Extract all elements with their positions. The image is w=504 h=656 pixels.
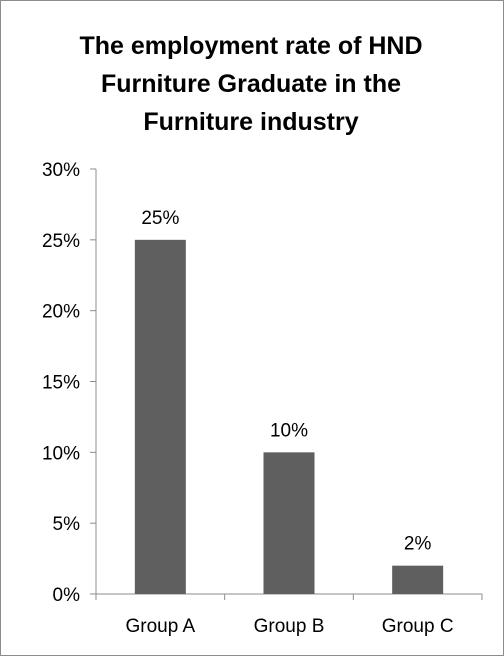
x-tick-labels: Group A Group B Group C <box>125 616 453 637</box>
y-tick-label: 10% <box>42 443 80 464</box>
bar <box>263 452 315 594</box>
data-label: 10% <box>270 420 308 441</box>
x-tick-label: Group A <box>125 616 195 637</box>
bars <box>134 239 444 595</box>
chart-title: The employment rate of HND Furniture Gra… <box>79 32 422 136</box>
y-tick-label: 15% <box>42 373 80 394</box>
x-axis <box>95 593 483 600</box>
chart-title-line-2: Furniture Graduate in the <box>101 70 401 98</box>
y-tick-label: 30% <box>42 160 80 181</box>
chart-title-line-3: Furniture industry <box>143 108 358 136</box>
bar <box>392 565 444 594</box>
y-tick-label: 20% <box>42 302 80 323</box>
y-tick-label: 0% <box>53 585 81 606</box>
y-axis: 0% 5% 10% 15% 20% 25% 30% <box>42 160 97 606</box>
x-tick-label: Group C <box>382 616 454 637</box>
data-label: 2% <box>404 534 432 555</box>
x-tick-label: Group B <box>254 616 325 637</box>
bar <box>134 239 186 595</box>
chart-title-line-1: The employment rate of HND <box>79 32 422 60</box>
y-tick-label: 5% <box>53 514 81 535</box>
y-tick-label: 25% <box>42 231 80 252</box>
data-labels: 25% 10% 2% <box>141 208 431 555</box>
data-label: 25% <box>141 208 179 229</box>
